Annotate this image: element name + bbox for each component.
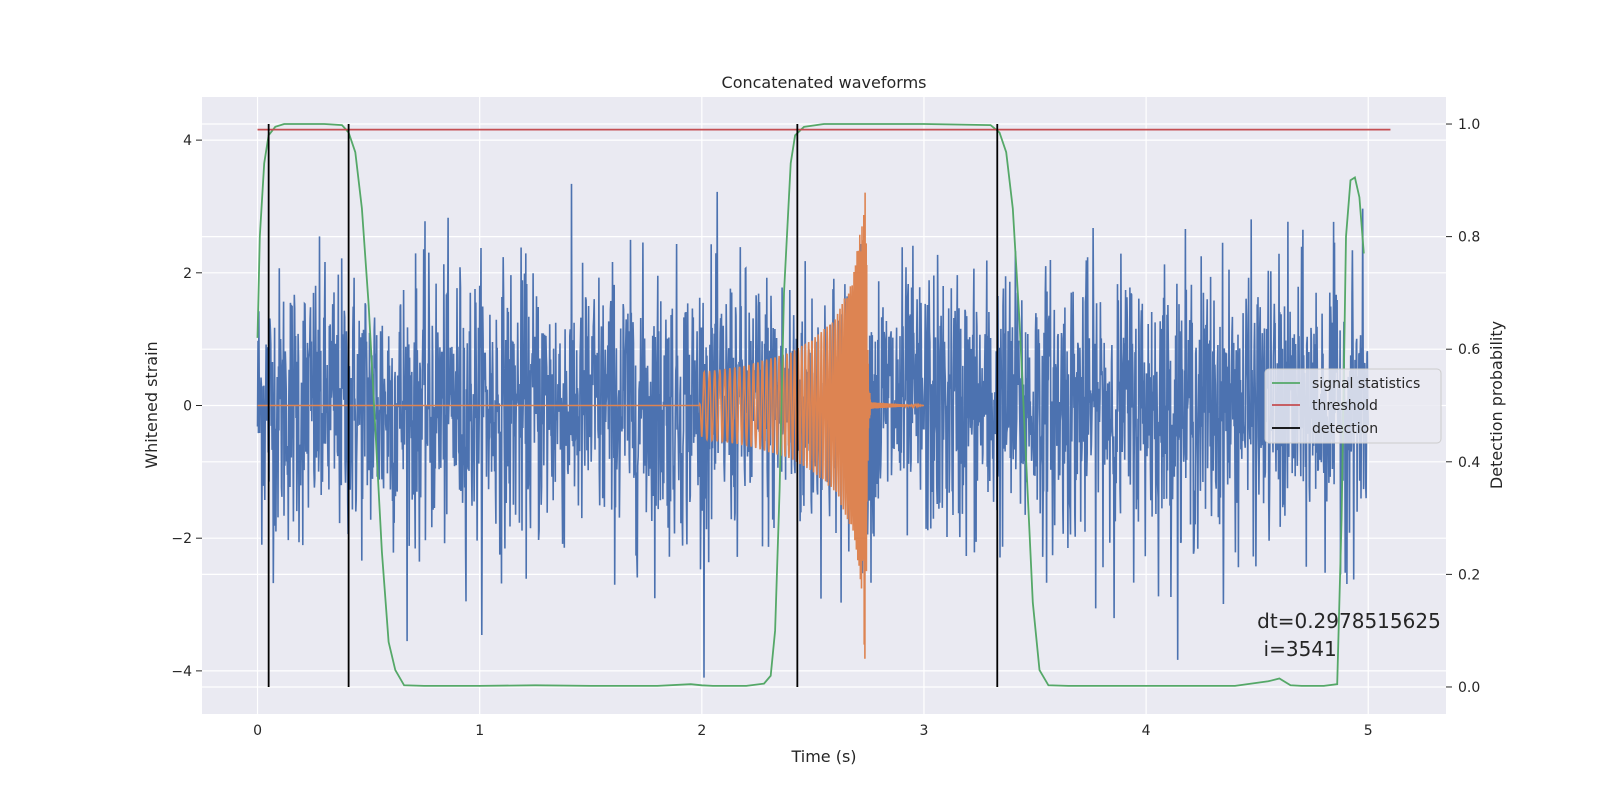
annotation-dt: dt=0.2978515625 <box>1257 609 1441 633</box>
y2-tick-label: 0.6 <box>1458 342 1480 358</box>
legend-label-signal-statistics: signal statistics <box>1312 376 1420 392</box>
y2-tick-label: 0.8 <box>1458 230 1480 246</box>
x-axis-label: Time (s) <box>790 747 856 766</box>
chart-title: Concatenated waveforms <box>722 73 927 92</box>
y2-axis-ticks: 1.0 0.8 0.6 0.4 0.2 0.0 <box>1446 117 1480 696</box>
y2-tick-label: 0.0 <box>1458 680 1480 696</box>
x-tick-label: 5 <box>1364 723 1373 739</box>
series-line-signal-statistics <box>256 123 1365 687</box>
legend-label-threshold: threshold <box>1312 398 1378 414</box>
series-layer <box>256 123 1391 687</box>
y2-tick-label: 1.0 <box>1458 117 1480 133</box>
y2-axis-label: Detection probability <box>1487 321 1506 489</box>
x-tick-label: 1 <box>475 723 484 739</box>
detection-lines <box>267 124 999 687</box>
legend-box <box>1264 368 1442 444</box>
y-tick-label: −2 <box>171 531 192 547</box>
annotation: dt=0.2978515625 i=3541 <box>1257 609 1441 661</box>
y2-tick-label: 0.4 <box>1458 455 1480 471</box>
y-axis-ticks: 4 2 0 −2 −4 <box>171 133 202 680</box>
legend-label-detection: detection <box>1312 421 1378 437</box>
y-tick-label: 2 <box>183 266 192 282</box>
series-line-injected-waveform <box>257 192 924 659</box>
x-tick-label: 2 <box>697 723 706 739</box>
legend: signal statistics threshold detection <box>1264 368 1442 444</box>
y-tick-label: 0 <box>183 399 192 415</box>
x-tick-label: 3 <box>920 723 929 739</box>
y-tick-label: 4 <box>183 133 192 149</box>
y-axis-label: Whitened strain <box>142 341 161 468</box>
x-axis-ticks: 0 1 2 3 4 5 <box>253 723 1373 739</box>
x-tick-label: 4 <box>1142 723 1151 739</box>
annotation-i: i=3541 <box>1257 637 1337 661</box>
y-tick-label: −4 <box>171 664 192 680</box>
y2-tick-label: 0.2 <box>1458 567 1480 583</box>
x-tick-label: 0 <box>253 723 262 739</box>
